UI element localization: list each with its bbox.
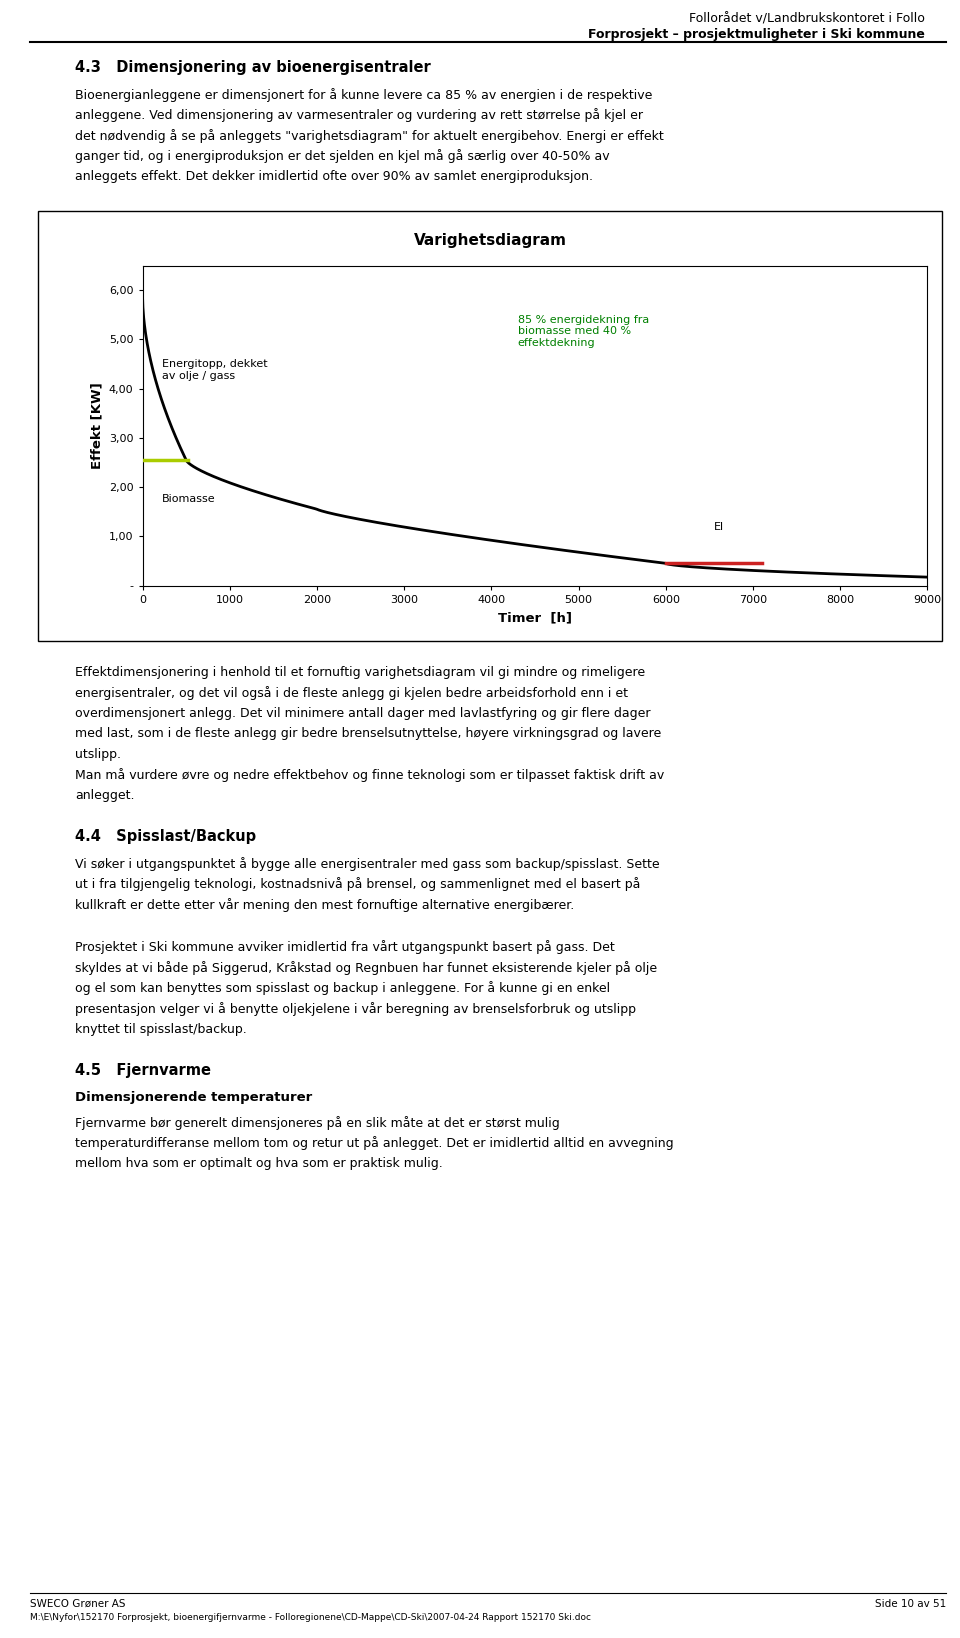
Text: presentasjon velger vi å benytte oljekjelene i vår beregning av brenselsforbruk : presentasjon velger vi å benytte oljekje… bbox=[75, 1002, 636, 1016]
Text: Prosjektet i Ski kommune avviker imidlertid fra vårt utgangspunkt basert på gass: Prosjektet i Ski kommune avviker imidler… bbox=[75, 940, 614, 955]
Text: Energitopp, dekket
av olje / gass: Energitopp, dekket av olje / gass bbox=[161, 359, 267, 380]
Text: anlegget.: anlegget. bbox=[75, 788, 134, 801]
Text: Varighetsdiagram: Varighetsdiagram bbox=[414, 233, 566, 247]
Text: Biomasse: Biomasse bbox=[161, 495, 215, 505]
Text: overdimensjonert anlegg. Det vil minimere antall dager med lavlastfyring og gir : overdimensjonert anlegg. Det vil minimer… bbox=[75, 706, 651, 719]
Text: mellom hva som er optimalt og hva som er praktisk mulig.: mellom hva som er optimalt og hva som er… bbox=[75, 1156, 443, 1170]
Text: Effektdimensjonering i henhold til et fornuftig varighetsdiagram vil gi mindre o: Effektdimensjonering i henhold til et fo… bbox=[75, 665, 645, 678]
Text: kullkraft er dette etter vår mening den mest fornuftige alternative energibærer.: kullkraft er dette etter vår mening den … bbox=[75, 898, 574, 912]
Y-axis label: Effekt [KW]: Effekt [KW] bbox=[90, 382, 104, 468]
X-axis label: Timer  [h]: Timer [h] bbox=[498, 611, 572, 624]
Text: Vi søker i utgangspunktet å bygge alle energisentraler med gass som backup/spiss: Vi søker i utgangspunktet å bygge alle e… bbox=[75, 857, 660, 871]
Text: 85 % energidekning fra
biomasse med 40 %
effektdekning: 85 % energidekning fra biomasse med 40 %… bbox=[517, 314, 649, 347]
FancyBboxPatch shape bbox=[37, 211, 943, 640]
Text: med last, som i de fleste anlegg gir bedre brenselsutnyttelse, høyere virkningsg: med last, som i de fleste anlegg gir bed… bbox=[75, 727, 661, 740]
Text: anleggets effekt. Det dekker imidlertid ofte over 90% av samlet energiproduksjon: anleggets effekt. Det dekker imidlertid … bbox=[75, 170, 593, 183]
Text: Side 10 av 51: Side 10 av 51 bbox=[875, 1599, 946, 1609]
Text: energisentraler, og det vil også i de fleste anlegg gi kjelen bedre arbeidsforho: energisentraler, og det vil også i de fl… bbox=[75, 686, 628, 699]
Text: og el som kan benyttes som spisslast og backup i anleggene. For å kunne gi en en: og el som kan benyttes som spisslast og … bbox=[75, 981, 611, 996]
Text: temperaturdifferanse mellom tom og retur ut på anlegget. Det er imidlertid allti: temperaturdifferanse mellom tom og retur… bbox=[75, 1137, 674, 1150]
Text: Follorådet v/Landbrukskontoret i Follo: Follorådet v/Landbrukskontoret i Follo bbox=[689, 11, 925, 25]
Text: det nødvendig å se på anleggets "varighetsdiagram" for aktuelt energibehov. Ener: det nødvendig å se på anleggets "varighe… bbox=[75, 129, 663, 143]
Text: 4.3   Dimensjonering av bioenergisentraler: 4.3 Dimensjonering av bioenergisentraler bbox=[75, 61, 431, 75]
Text: SWECO Grøner AS: SWECO Grøner AS bbox=[30, 1599, 126, 1609]
Text: anleggene. Ved dimensjonering av varmesentraler og vurdering av rett størrelse p: anleggene. Ved dimensjonering av varmese… bbox=[75, 108, 643, 123]
Text: knyttet til spisslast/backup.: knyttet til spisslast/backup. bbox=[75, 1022, 247, 1035]
Text: skyldes at vi både på Siggerud, Kråkstad og Regnbuen har funnet eksisterende kje: skyldes at vi både på Siggerud, Kråkstad… bbox=[75, 962, 658, 975]
Text: 4.5   Fjernvarme: 4.5 Fjernvarme bbox=[75, 1063, 211, 1078]
Text: utslipp.: utslipp. bbox=[75, 747, 121, 760]
Text: ganger tid, og i energiproduksjon er det sjelden en kjel må gå særlig over 40-50: ganger tid, og i energiproduksjon er det… bbox=[75, 149, 610, 164]
Text: ut i fra tilgjengelig teknologi, kostnadsnivå på brensel, og sammenlignet med el: ut i fra tilgjengelig teknologi, kostnad… bbox=[75, 878, 640, 891]
Text: M:\E\Nyfor\152170 Forprosjekt, bioenergifjernvarme - Folloregionene\CD-Mappe\CD-: M:\E\Nyfor\152170 Forprosjekt, bioenergi… bbox=[30, 1613, 591, 1622]
Text: Man må vurdere øvre og nedre effektbehov og finne teknologi som er tilpasset fak: Man må vurdere øvre og nedre effektbehov… bbox=[75, 768, 664, 781]
Text: El: El bbox=[714, 523, 724, 532]
Text: Forprosjekt – prosjektmuligheter i Ski kommune: Forprosjekt – prosjektmuligheter i Ski k… bbox=[588, 28, 925, 41]
Text: 4.4   Spisslast/Backup: 4.4 Spisslast/Backup bbox=[75, 829, 256, 844]
Text: Bioenergianleggene er dimensjonert for å kunne levere ca 85 % av energien i de r: Bioenergianleggene er dimensjonert for å… bbox=[75, 88, 653, 102]
Text: Dimensjonerende temperaturer: Dimensjonerende temperaturer bbox=[75, 1091, 312, 1104]
Text: Fjernvarme bør generelt dimensjoneres på en slik måte at det er størst mulig: Fjernvarme bør generelt dimensjoneres på… bbox=[75, 1115, 560, 1130]
